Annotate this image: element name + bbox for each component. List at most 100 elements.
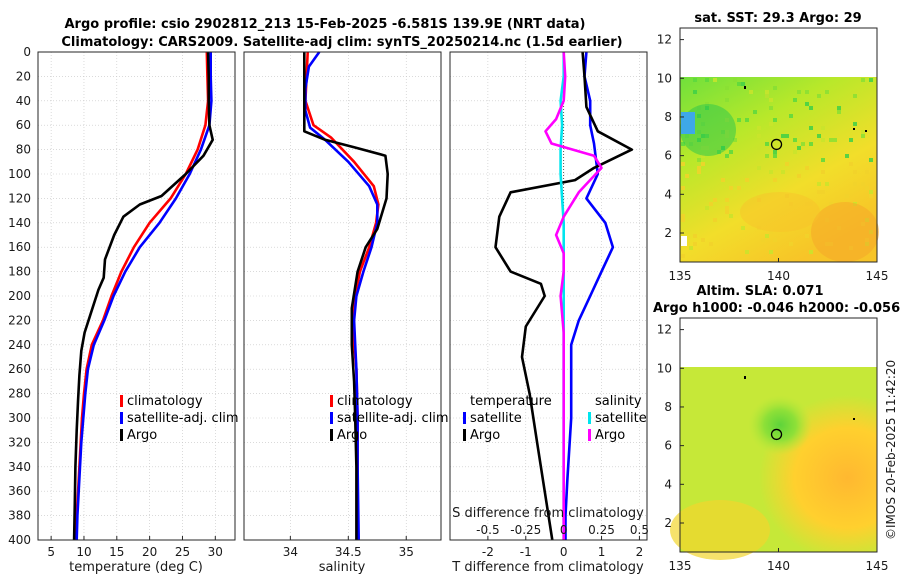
- y-tick-label: 40: [16, 94, 31, 108]
- sst-speckle-cell: [757, 134, 761, 138]
- sst-speckle-cell: [821, 190, 825, 194]
- legend-swatch-sal-argo: [588, 429, 591, 441]
- sst-speckle-cell: [725, 206, 729, 210]
- sst-speckle-cell: [805, 166, 809, 170]
- sst-speckle-cell: [865, 170, 869, 174]
- x-tick-label: 0: [560, 545, 568, 559]
- sst-speckle-cell: [733, 78, 737, 82]
- sst-speckle-cell: [837, 106, 841, 110]
- salinity-xlabel: salinity: [319, 560, 366, 575]
- sst-speckle-cell: [749, 90, 753, 94]
- sst-speckle-cell: [793, 150, 797, 154]
- sst-speckle-cell: [685, 174, 689, 178]
- sst-speckle-cell: [829, 202, 833, 206]
- sst-speckle-cell: [725, 98, 729, 102]
- sst-speckle-cell: [825, 90, 829, 94]
- coast-speck: [744, 376, 746, 379]
- sst-speckle-cell: [789, 242, 793, 246]
- sst-warm-patch: [740, 192, 820, 232]
- sla-map-tick-labels: 2 4 6 8 10 12 135 140 145: [657, 323, 889, 573]
- legend-label-temp-argo: Argo: [470, 428, 500, 443]
- map-lon-tick-label: 135: [669, 559, 692, 573]
- y-tick-label: 340: [8, 460, 31, 474]
- sst-speckle-cell: [821, 126, 825, 130]
- y-tick-label: 280: [8, 387, 31, 401]
- sst-speckle-cell: [729, 150, 733, 154]
- sst-warm-patch: [811, 202, 879, 262]
- sst-speckle-cell: [845, 154, 849, 158]
- sst-speckle-cell: [761, 238, 765, 242]
- sst-speckle-cell: [765, 142, 769, 146]
- sst-speckle-cell: [785, 134, 789, 138]
- sst-speckle-cell: [845, 194, 849, 198]
- legend-label-climatology: climatology: [337, 394, 413, 409]
- map-lon-tick-label: 145: [866, 269, 889, 283]
- x-tick-label: 20: [142, 545, 157, 559]
- map-lon-tick-label: 135: [669, 269, 692, 283]
- map-lat-tick-label: 4: [664, 477, 672, 491]
- legend-swatch-climatology: [330, 395, 333, 407]
- salinity-tick-labels: 34 34.5 35: [283, 545, 414, 559]
- sla-warm-region: [670, 500, 770, 560]
- sst-speckle-cell: [781, 170, 785, 174]
- sst-speckle-cell: [861, 130, 865, 134]
- y-tick-label: 360: [8, 484, 31, 498]
- salinity-panel: 34 34.5 35 salinity climatology satellite-…: [243, 51, 449, 575]
- y-tick-label: 0: [23, 45, 31, 59]
- top-tick-label: 0.5: [630, 523, 649, 537]
- sst-speckle-cell: [849, 162, 853, 166]
- figure-title-line2: Climatology: CARS2009. Satellite-adj cli…: [61, 35, 622, 50]
- legend-swatch-satellite: [330, 412, 333, 424]
- legend-label-satellite: satellite-adj. clim: [337, 411, 449, 426]
- top-tick-label: -0.5: [476, 523, 499, 537]
- y-tick-label: 400: [8, 533, 31, 547]
- sst-speckle-cell: [697, 166, 701, 170]
- figure-title-line1: Argo profile: csio 2902812_213 15-Feb-20…: [65, 17, 586, 32]
- series-satellite-adj-clim: [75, 52, 213, 541]
- series-argo: [72, 51, 214, 541]
- sst-speckle-cell: [701, 162, 705, 166]
- sst-speckle-cell: [793, 98, 797, 102]
- x-tick-label: 34.5: [335, 545, 362, 559]
- sst-speckle-cell: [729, 186, 733, 190]
- sst-speckle-cell: [849, 138, 853, 142]
- sst-speckle-cell: [697, 158, 701, 162]
- top-tick-label: 0.25: [588, 523, 615, 537]
- sst-speckle-cell: [769, 250, 773, 254]
- sst-speckle-cell: [757, 166, 761, 170]
- legend-swatch-temp-argo: [463, 429, 466, 441]
- sst-speckle-cell: [825, 182, 829, 186]
- sst-speckle-cell: [785, 162, 789, 166]
- sla-map-panel: Altim. SLA: 0.071 Argo h1000: -0.046 h20…: [653, 284, 900, 573]
- sst-speckle-cell: [837, 110, 841, 114]
- top-tick-label: -0.25: [510, 523, 541, 537]
- sst-speckle-cell: [725, 210, 729, 214]
- sst-speckle-cell: [741, 226, 745, 230]
- sst-speckle-cell: [785, 194, 789, 198]
- map-lat-tick-label: 12: [657, 323, 672, 337]
- coast-speck: [744, 86, 746, 89]
- sst-speckle-cell: [721, 178, 725, 182]
- map-lat-tick-label: 4: [664, 187, 672, 201]
- sst-speckle-cell: [757, 226, 761, 230]
- series-argo: [302, 52, 390, 540]
- sst-speckle-cell: [821, 170, 825, 174]
- series-salinity-argo: [544, 51, 603, 540]
- sst-speckle-cell: [853, 94, 857, 98]
- sst-speckle-cell: [693, 242, 697, 246]
- sst-speckle-cell: [713, 78, 717, 82]
- difference-axes-box: [449, 51, 648, 541]
- y-tick-label: 80: [16, 143, 31, 157]
- sst-speckle-cell: [781, 134, 785, 138]
- sst-speckle-cell: [757, 198, 761, 202]
- sst-speckle-cell: [869, 190, 873, 194]
- sst-speckle-cell: [773, 178, 777, 182]
- sst-speckle-cell: [769, 106, 773, 110]
- salinity-axes-box: [243, 51, 442, 541]
- sst-speckle-cell: [805, 202, 809, 206]
- x-tick-label: -1: [520, 545, 532, 559]
- sst-speckle-cell: [773, 86, 777, 90]
- coast-speck: [865, 130, 867, 132]
- sst-speckle-cell: [725, 198, 729, 202]
- sst-speckle-cell: [861, 182, 865, 186]
